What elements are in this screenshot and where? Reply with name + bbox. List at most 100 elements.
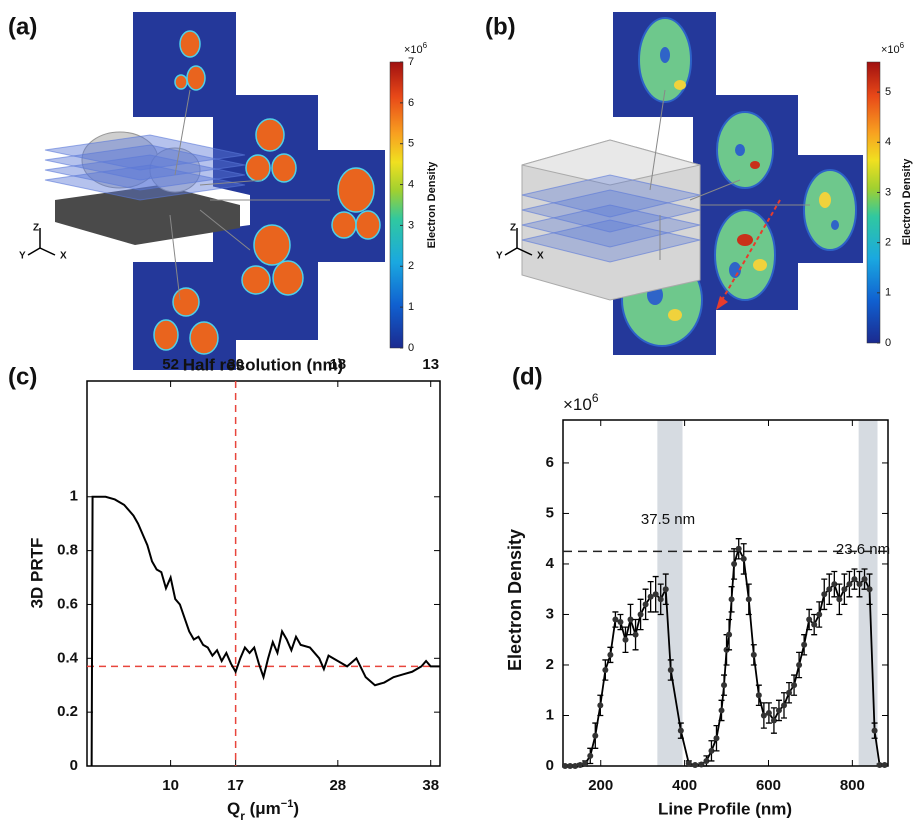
data-point — [841, 586, 847, 592]
data-point — [741, 556, 747, 562]
colorbar-label: Electron Density — [426, 161, 438, 249]
colorbar-tick-label: 2 — [408, 260, 414, 272]
axis-label: X — [537, 251, 544, 262]
data-point — [726, 632, 732, 638]
y-tick-label: 3 — [546, 605, 554, 622]
annotation: 23.6 nm — [836, 541, 890, 558]
data-point — [686, 760, 692, 766]
axis-label: Y — [496, 251, 503, 262]
x-title-sup: −1 — [281, 798, 294, 810]
data-point — [607, 652, 613, 658]
x-tick-label: 10 — [162, 777, 179, 794]
y-tick-label: 5 — [546, 504, 554, 521]
data-point — [836, 596, 842, 602]
data-point — [617, 619, 623, 625]
y-tick-label: 0 — [70, 757, 78, 774]
multiplier-base: ×10 — [404, 44, 423, 56]
y-tick-label: 1 — [70, 488, 78, 505]
axis-label: X — [60, 251, 67, 262]
panel-label: (b) — [485, 13, 516, 40]
data-line — [92, 497, 440, 766]
x2-tick-label: 30 — [227, 356, 244, 373]
data-point — [846, 581, 852, 587]
axes-box — [87, 381, 440, 766]
data-point — [592, 733, 598, 739]
x-tick-label: 200 — [588, 777, 613, 794]
data-point — [731, 561, 737, 567]
colorbar-tick-label: 0 — [408, 342, 414, 354]
x-tick-label: 600 — [756, 777, 781, 794]
data-point — [862, 576, 868, 582]
y-tick-label: 1 — [546, 706, 554, 723]
multiplier: ×106 — [563, 391, 599, 414]
multiplier-exp: 6 — [592, 391, 599, 405]
multiplier: ×106 — [404, 41, 428, 56]
colorbar-scale — [390, 62, 403, 348]
colorbar-tick-label: 3 — [885, 186, 891, 198]
x-tick-label: 17 — [227, 777, 244, 794]
axis-label: Y — [19, 251, 26, 262]
colorbar-scale — [867, 62, 880, 343]
data-point — [658, 596, 664, 602]
data-point — [791, 682, 797, 688]
panel-label: (d) — [512, 363, 543, 390]
colorbar-tick-label: 4 — [885, 136, 891, 148]
data-point — [729, 596, 735, 602]
data-point — [826, 586, 832, 592]
data-point — [756, 692, 762, 698]
x-tick-label: 28 — [329, 777, 346, 794]
figure: (a) Z Y X (b) Z Y X ×106 Electron Densit… — [0, 0, 916, 826]
x2-tick-label: 13 — [422, 356, 439, 373]
data-point — [806, 617, 812, 623]
data-point — [597, 702, 603, 708]
data-point — [638, 611, 644, 617]
colorbar-tick-label: 1 — [885, 287, 891, 299]
data-point — [736, 546, 742, 552]
multiplier-base: ×10 — [563, 395, 592, 414]
axis-label: Z — [33, 223, 39, 234]
y-axis-title: 3D PRTF — [27, 538, 46, 609]
x-tick-label: 38 — [422, 777, 439, 794]
y-tick-label: 0.6 — [57, 595, 78, 612]
data-point — [633, 632, 639, 638]
x2-tick-label: 52 — [162, 356, 179, 373]
x-title-unit: (μm — [245, 799, 281, 818]
colorbar-tick-label: 2 — [885, 237, 891, 249]
x-tick-label: 800 — [840, 777, 865, 794]
data-point — [776, 707, 782, 713]
y-tick-label: 6 — [546, 454, 554, 471]
data-point — [692, 762, 698, 768]
panel-label: (a) — [8, 13, 37, 40]
panel-a-render: (a) Z Y X — [8, 12, 385, 370]
annotation: 37.5 nm — [641, 511, 695, 528]
multiplier-base: ×10 — [881, 44, 900, 56]
data-point — [851, 576, 857, 582]
data-point — [821, 591, 827, 597]
data-point — [663, 586, 669, 592]
y-tick-label: 0.8 — [57, 542, 78, 559]
y-tick-label: 0.2 — [57, 703, 78, 720]
data-point — [766, 710, 772, 716]
data-point — [856, 581, 862, 587]
x-axis-title: Line Profile (nm) — [658, 799, 792, 818]
colorbar-tick-label: 5 — [885, 86, 891, 98]
y-tick-label: 0 — [546, 757, 554, 774]
multiplier-exp: 6 — [900, 41, 905, 50]
y-tick-label: 4 — [546, 555, 555, 572]
x-title-end: ) — [293, 799, 299, 818]
colorbar-tick-label: 0 — [885, 337, 891, 349]
colorbar-tick-label: 4 — [408, 178, 414, 190]
data-point — [602, 667, 608, 673]
data-point — [721, 682, 727, 688]
data-point — [643, 601, 649, 607]
data-point — [796, 662, 802, 668]
x-title-main: Q — [227, 799, 240, 818]
colorbar-label: Electron Density — [901, 158, 913, 246]
data-point — [801, 642, 807, 648]
colorbar-tick-label: 5 — [408, 138, 414, 150]
data-point — [872, 728, 878, 734]
data-point — [622, 637, 628, 643]
data-point — [751, 652, 757, 658]
colorbar-tick-label: 6 — [408, 97, 414, 109]
data-line — [565, 549, 885, 766]
